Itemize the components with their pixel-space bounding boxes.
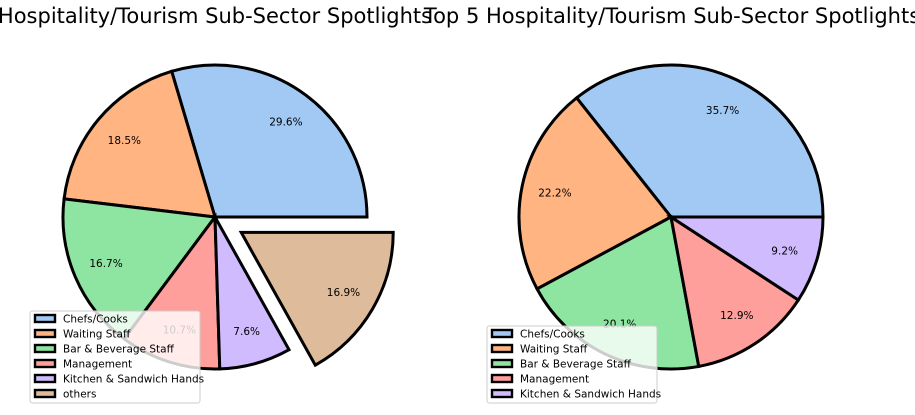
legend-entry-kitchen-sandwich-hands: Kitchen & Sandwich Hands [63, 374, 204, 386]
legend-entry-management: Management [63, 359, 132, 371]
pie-slice-chefs-cooks [574, 63, 825, 219]
legend-entry-chefs-cooks: Chefs/Cooks [520, 329, 585, 341]
legend-entry-bar-beverage-staff: Bar & Beverage Staff [520, 359, 632, 371]
legend-entry-waiting-staff: Waiting Staff [63, 329, 131, 341]
chart-title: Hospitality/Tourism Sub-Sector Spotlight… [0, 4, 432, 28]
percent-label-bar-beverage-staff: 16.7% [89, 258, 122, 270]
legend-entry-waiting-staff: Waiting Staff [520, 344, 588, 356]
legend-box [486, 325, 658, 404]
legend-entry-others: others [63, 389, 96, 401]
pie-slice-kitchen-sandwich-hands [665, 215, 825, 303]
percent-label-kitchen-sandwich-hands: 9.2% [771, 245, 798, 257]
legend-swatch-others [33, 388, 57, 399]
percent-label-waiting-staff: 22.2% [538, 187, 571, 199]
percent-label-kitchen-sandwich-hands: 7.6% [233, 326, 260, 338]
legend-swatch-kitchen-sandwich-hands [33, 373, 57, 384]
pie-slice-others [238, 230, 395, 368]
pie-slice-kitchen-sandwich-hands [213, 216, 292, 371]
legend-swatch-chefs-cooks [33, 313, 57, 324]
legend-swatch-waiting-staff [33, 328, 57, 339]
legend-swatch-kitchen-sandwich-hands [490, 388, 514, 399]
legend-swatch-management [490, 373, 514, 384]
chart-legend: Chefs/Cooks Waiting Staff Bar & Beverage S… [29, 310, 204, 404]
chart-title: Top 5 Hospitality/Tourism Sub-Sector Spo… [423, 4, 915, 28]
pie-chart-all-subsectors: Hospitality/Tourism Sub-Sector Spotlight… [0, 4, 432, 404]
percent-label-chefs-cooks: 29.6% [269, 116, 302, 128]
pie-slice-waiting-staff [62, 69, 218, 219]
pie-slices [517, 63, 825, 371]
legend-entry-kitchen-sandwich-hands: Kitchen & Sandwich Hands [520, 389, 661, 401]
chart-legend: Chefs/Cooks Waiting Staff Bar & Beverage S… [486, 325, 661, 404]
legend-entry-management: Management [520, 374, 589, 386]
legend-swatch-bar-beverage-staff [33, 343, 57, 354]
pie-slice-chefs-cooks [169, 63, 369, 219]
percent-label-chefs-cooks: 35.7% [706, 105, 739, 117]
pie-slice-waiting-staff [517, 95, 674, 291]
pie-chart-top-5: Top 5 Hospitality/Tourism Sub-Sector Spo… [423, 4, 915, 404]
legend-entry-bar-beverage-staff: Bar & Beverage Staff [63, 344, 175, 356]
pie-percent-labels: 35.7%22.2%20.1%12.9%9.2% [538, 105, 798, 331]
percent-label-others: 16.9% [327, 287, 360, 299]
legend-swatch-management [33, 358, 57, 369]
legend-entry-chefs-cooks: Chefs/Cooks [63, 314, 128, 326]
legend-swatch-bar-beverage-staff [490, 358, 514, 369]
legend-swatch-chefs-cooks [490, 328, 514, 339]
percent-label-management: 12.9% [720, 310, 753, 322]
legend-swatch-waiting-staff [490, 343, 514, 354]
pie-slices [61, 63, 395, 371]
percent-label-waiting-staff: 18.5% [108, 135, 141, 147]
legend-box [29, 310, 201, 404]
pie-slice-management [668, 213, 801, 369]
